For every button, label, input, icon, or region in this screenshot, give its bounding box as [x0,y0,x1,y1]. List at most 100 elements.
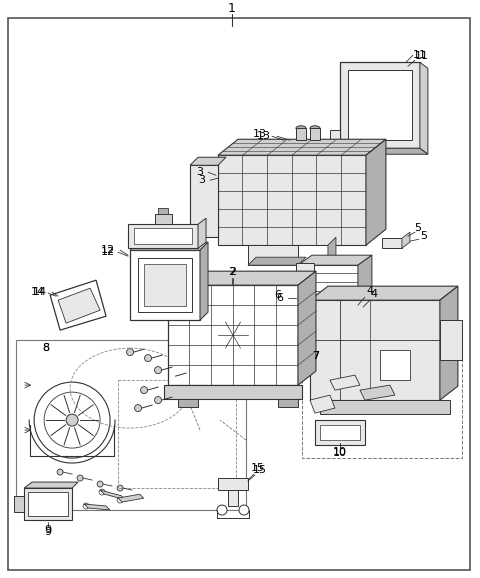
Ellipse shape [296,126,306,131]
Polygon shape [310,395,335,413]
Polygon shape [330,130,340,148]
Polygon shape [278,399,298,407]
Polygon shape [190,165,218,237]
Text: 5: 5 [420,231,427,241]
Circle shape [228,330,238,340]
Polygon shape [298,255,372,265]
Polygon shape [28,492,68,516]
Polygon shape [310,300,440,400]
Polygon shape [218,155,366,245]
Circle shape [117,485,123,491]
Polygon shape [155,214,172,224]
Polygon shape [330,375,360,390]
Text: 7: 7 [312,351,320,361]
Text: 15: 15 [251,463,265,473]
Text: 5: 5 [414,223,421,233]
Polygon shape [328,237,336,265]
Text: 13: 13 [257,131,271,141]
Polygon shape [298,265,358,345]
Text: 10: 10 [333,448,347,458]
Polygon shape [198,218,206,248]
Polygon shape [360,385,395,400]
Polygon shape [14,496,24,512]
Circle shape [362,390,368,396]
Text: 12: 12 [101,245,115,255]
Polygon shape [420,62,428,154]
Text: 3: 3 [199,175,205,185]
Polygon shape [168,271,316,285]
Polygon shape [248,257,306,265]
Circle shape [333,380,339,386]
Circle shape [217,505,227,515]
Polygon shape [24,488,72,520]
Polygon shape [130,242,208,250]
Polygon shape [228,490,238,506]
Circle shape [144,355,152,362]
Polygon shape [320,400,450,414]
Bar [302,348,462,458]
Polygon shape [128,224,198,248]
Circle shape [99,489,105,495]
Polygon shape [382,238,402,248]
Polygon shape [58,288,100,323]
Polygon shape [168,285,298,385]
Text: 12: 12 [101,247,115,257]
Text: 3: 3 [196,167,204,177]
Text: 14: 14 [33,287,47,297]
Polygon shape [440,286,458,400]
Polygon shape [24,482,78,488]
Polygon shape [310,286,458,300]
Circle shape [117,497,123,503]
Circle shape [134,405,142,412]
Polygon shape [50,280,106,330]
Polygon shape [84,504,110,510]
Polygon shape [348,71,412,140]
Circle shape [239,505,249,515]
Circle shape [253,323,273,343]
Polygon shape [380,350,410,380]
Polygon shape [298,271,316,385]
Text: 8: 8 [43,343,49,353]
Circle shape [155,397,162,403]
Polygon shape [164,385,302,399]
Polygon shape [130,250,200,320]
Bar [16,340,246,510]
Text: 7: 7 [312,351,320,361]
Polygon shape [134,228,192,244]
Circle shape [215,317,251,353]
Text: 11: 11 [413,50,427,60]
Polygon shape [190,157,226,165]
Text: 1: 1 [228,2,236,15]
Circle shape [77,475,83,481]
Polygon shape [310,128,320,140]
Polygon shape [298,245,328,265]
Polygon shape [340,148,428,154]
Polygon shape [118,494,144,502]
Polygon shape [315,420,365,445]
Circle shape [66,414,78,426]
Circle shape [359,389,365,395]
Text: 13: 13 [253,129,267,139]
Polygon shape [320,425,360,440]
Circle shape [141,387,147,394]
Text: 6: 6 [276,293,284,303]
Polygon shape [296,263,314,275]
Polygon shape [366,139,386,245]
Text: 9: 9 [45,525,52,535]
Polygon shape [340,62,420,148]
Bar [118,380,236,488]
Polygon shape [218,478,248,490]
Polygon shape [178,399,198,407]
Polygon shape [402,232,410,248]
Circle shape [83,503,89,509]
Polygon shape [200,242,208,320]
Circle shape [44,392,100,448]
Circle shape [57,469,63,475]
Text: 9: 9 [45,527,52,537]
Text: 2: 2 [228,267,236,277]
Text: 6: 6 [275,290,281,300]
Polygon shape [248,245,298,265]
Polygon shape [440,320,462,360]
Text: 4: 4 [371,289,377,299]
Circle shape [155,366,162,373]
